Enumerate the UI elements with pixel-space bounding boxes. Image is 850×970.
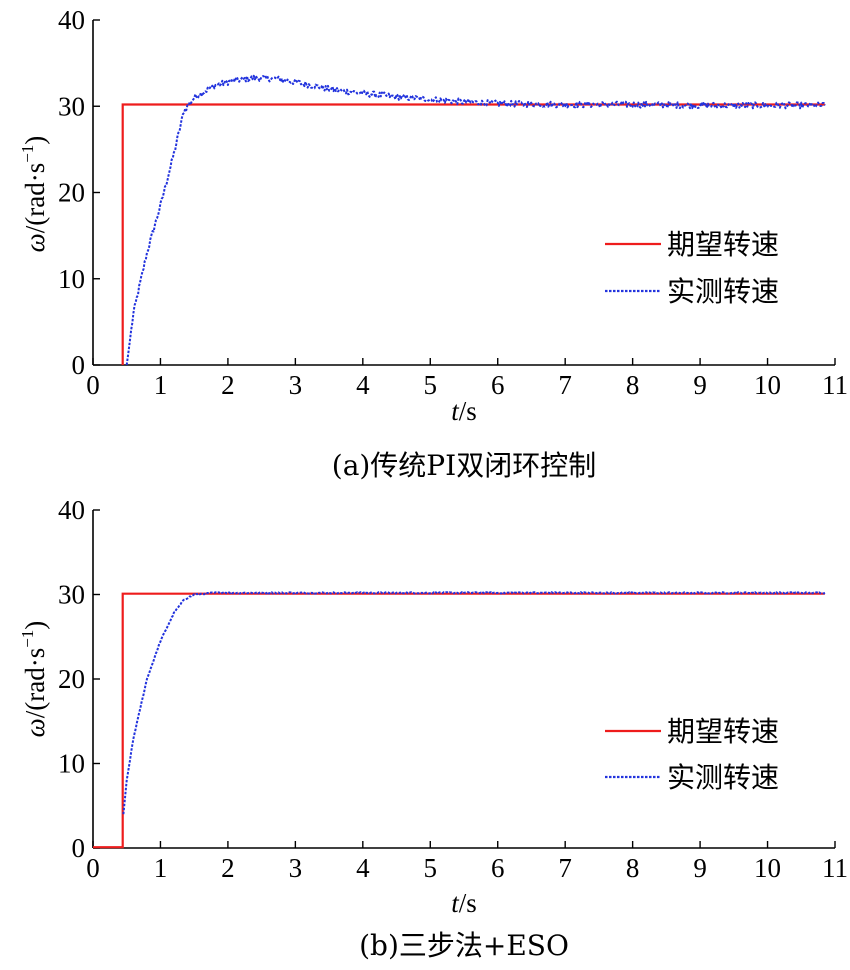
ylabel-a: ω/(rad·s−1) [18, 136, 50, 253]
x-tick-label: 0 [86, 853, 100, 883]
y-tick-label: 10 [58, 264, 85, 294]
series-desired-a [121, 103, 825, 365]
x-tick-label: 5 [424, 370, 438, 400]
x-tick-label: 4 [356, 370, 370, 400]
y-tick-label: 0 [72, 350, 86, 380]
x-tick-label: 3 [289, 853, 303, 883]
panel-b: ω/(rad·s−1) t/s (b)三步法+ESO 0 1 2 3 4 5 6 7 8 9 10 1… [18, 495, 848, 962]
series-measured-a [125, 74, 826, 366]
legend-label-desired: 期望转速 [667, 715, 779, 748]
x-tick-label: 0 [86, 370, 100, 400]
series-desired-b [93, 592, 825, 849]
xlabel-a: t/s [451, 396, 477, 426]
xlabel-b: t/s [451, 888, 477, 918]
x-tick-label: 1 [154, 853, 168, 883]
x-tick-label: 7 [558, 370, 572, 400]
x-tick-label: 8 [626, 853, 640, 883]
x-tick-label: 6 [491, 853, 505, 883]
x-tick-label: 8 [626, 370, 640, 400]
x-tick-label: 9 [693, 853, 707, 883]
y-tick-label: 20 [58, 664, 85, 694]
ylabel-b: ω/(rad·s−1) [18, 621, 50, 738]
x-tick-label: 10 [754, 853, 781, 883]
x-tick-label: 9 [693, 370, 707, 400]
x-tick-label: 11 [822, 370, 848, 400]
series-measured-b [122, 591, 826, 815]
y-tick-label: 20 [58, 178, 85, 208]
y-tick-label: 0 [72, 833, 86, 863]
x-tick-label: 7 [558, 853, 572, 883]
x-tick-label: 2 [221, 853, 235, 883]
caption-a: (a)传统PI双闭环控制 [332, 449, 596, 482]
axes-a: 0 1 2 3 4 5 6 7 8 9 10 11 0 10 20 30 40 [58, 5, 848, 400]
y-tick-label: 30 [58, 580, 85, 610]
panel-a: ω/(rad·s−1) t/s (a)传统PI双闭环控制 0 1 2 3 4 5 6 7 8 9 1… [18, 5, 848, 482]
x-tick-label: 11 [822, 853, 848, 883]
axes-b: 0 1 2 3 4 5 6 7 8 9 10 11 0 10 20 30 40 [58, 495, 848, 883]
caption-b: (b)三步法+ESO [359, 929, 569, 962]
y-tick-label: 30 [58, 91, 85, 121]
x-tick-label: 3 [289, 370, 303, 400]
x-tick-label: 10 [754, 370, 781, 400]
x-tick-label: 4 [356, 853, 370, 883]
x-tick-label: 5 [424, 853, 438, 883]
legend-label-measured: 实测转速 [667, 275, 779, 308]
y-tick-label: 40 [58, 495, 85, 525]
x-tick-label: 2 [221, 370, 235, 400]
x-tick-label: 1 [154, 370, 168, 400]
legend-label-measured: 实测转速 [667, 761, 779, 794]
y-tick-label: 10 [58, 749, 85, 779]
legend-label-desired: 期望转速 [667, 228, 779, 261]
x-tick-label: 6 [491, 370, 505, 400]
y-tick-label: 40 [58, 5, 85, 35]
